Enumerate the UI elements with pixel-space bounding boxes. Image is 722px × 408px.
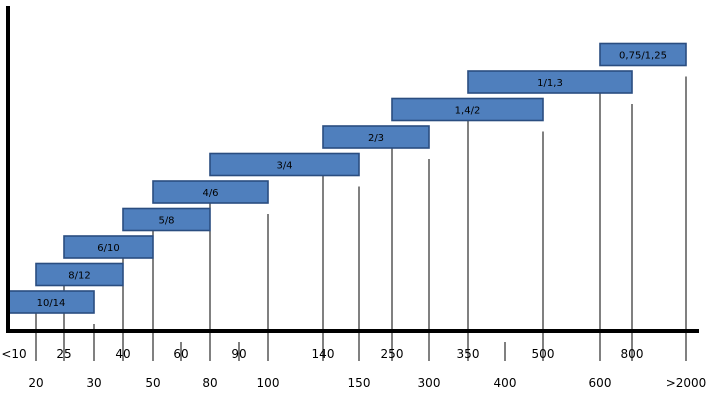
range-bar-rect [63, 235, 154, 259]
range-bar-label: 4/6 [202, 188, 218, 199]
range-bar-label: 6/10 [97, 243, 119, 254]
range-bar: 2/3 [322, 125, 430, 149]
x-tick-label: 50 [145, 376, 160, 390]
range-bar-label: 0,75/1,25 [619, 51, 667, 62]
x-tick-label: 80 [202, 376, 217, 390]
tick-lines [35, 76, 687, 361]
range-bar: 6/10 [63, 235, 154, 259]
range-bar-label: 1,4/2 [455, 106, 481, 117]
range-bar-rect [35, 262, 124, 287]
x-tick-label: 140 [312, 347, 335, 361]
range-bars: 10/14 8/12 6/10 5/8 4/6 3/4 2/3 1,4/2 1/1,3 0,75/… [7, 42, 687, 314]
range-bar-label: 1/1,3 [537, 78, 563, 89]
range-bar-rect [209, 152, 360, 177]
range-bar: 1/1,3 [467, 70, 633, 94]
range-bar: 0,75/1,25 [599, 42, 687, 67]
range-bar-rect [152, 180, 269, 204]
x-tick-label: <10 [1, 347, 26, 361]
range-bar-label: 2/3 [368, 133, 384, 144]
range-bar: 10/14 [7, 290, 95, 314]
range-bar-label: 8/12 [68, 271, 90, 282]
x-tick-label: 150 [348, 376, 371, 390]
x-tick-label: 350 [457, 347, 480, 361]
range-bar-rect [391, 97, 544, 122]
x-tick-label: 250 [381, 347, 404, 361]
range-bar-label: 5/8 [158, 216, 174, 227]
range-bar-rect [599, 42, 687, 67]
range-bar: 1,4/2 [391, 97, 544, 122]
x-tick-label: 100 [257, 376, 280, 390]
range-bar: 5/8 [122, 207, 211, 232]
range-bar-rect [122, 207, 211, 232]
range-bar-label: 10/14 [37, 298, 66, 309]
range-bar: 3/4 [209, 152, 360, 177]
x-tick-label: 20 [28, 376, 43, 390]
x-tick-label: 25 [56, 347, 71, 361]
x-tick-label: >2000 [666, 376, 707, 390]
x-tick-label: 40 [115, 347, 130, 361]
x-tick-label: 90 [231, 347, 246, 361]
x-tick-label: 600 [589, 376, 612, 390]
range-bar: 8/12 [35, 262, 124, 287]
tick-labels: <10 20 25 30 40 50 60 80 90 100 140 150 250 300 350 400… [1, 347, 706, 390]
x-tick-label: 800 [621, 347, 644, 361]
x-tick-label: 300 [418, 376, 441, 390]
range-bar: 4/6 [152, 180, 269, 204]
x-tick-label: 500 [532, 347, 555, 361]
range-bar-rect [467, 70, 633, 94]
range-bar-rect [322, 125, 430, 149]
x-tick-label: 400 [494, 376, 517, 390]
x-tick-label: 30 [86, 376, 101, 390]
x-tick-label: 60 [173, 347, 188, 361]
range-bar-label: 3/4 [276, 161, 292, 172]
